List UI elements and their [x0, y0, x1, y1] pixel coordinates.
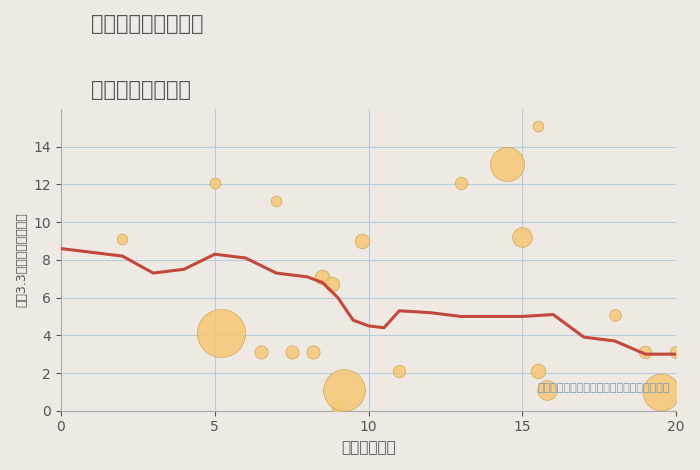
Point	[532, 122, 543, 130]
Point	[307, 348, 318, 356]
Point	[501, 160, 512, 167]
Text: 駅距離別土地価格: 駅距離別土地価格	[91, 80, 191, 100]
Point	[517, 234, 528, 241]
Point	[655, 388, 666, 396]
Point	[326, 281, 337, 288]
Point	[609, 311, 620, 318]
Point	[532, 368, 543, 375]
Point	[286, 348, 297, 356]
Point	[209, 179, 220, 186]
Point	[357, 237, 368, 245]
Point	[317, 273, 328, 281]
Text: 円の大きさは、取引のあった物件面積を示す: 円の大きさは、取引のあった物件面積を示す	[538, 383, 670, 392]
Y-axis label: 坪（3.3㎡）単価（万円）: 坪（3.3㎡）単価（万円）	[15, 212, 28, 307]
Point	[117, 235, 128, 243]
Point	[332, 403, 344, 411]
Point	[271, 198, 282, 205]
Point	[216, 329, 227, 337]
Point	[455, 179, 466, 186]
Point	[256, 348, 267, 356]
X-axis label: 駅距離（分）: 駅距離（分）	[341, 440, 396, 455]
Text: 三重県伊賀市湯舟の: 三重県伊賀市湯舟の	[91, 14, 204, 34]
Point	[640, 348, 651, 356]
Point	[338, 386, 349, 394]
Point	[393, 368, 405, 375]
Point	[671, 348, 682, 356]
Point	[541, 386, 552, 394]
